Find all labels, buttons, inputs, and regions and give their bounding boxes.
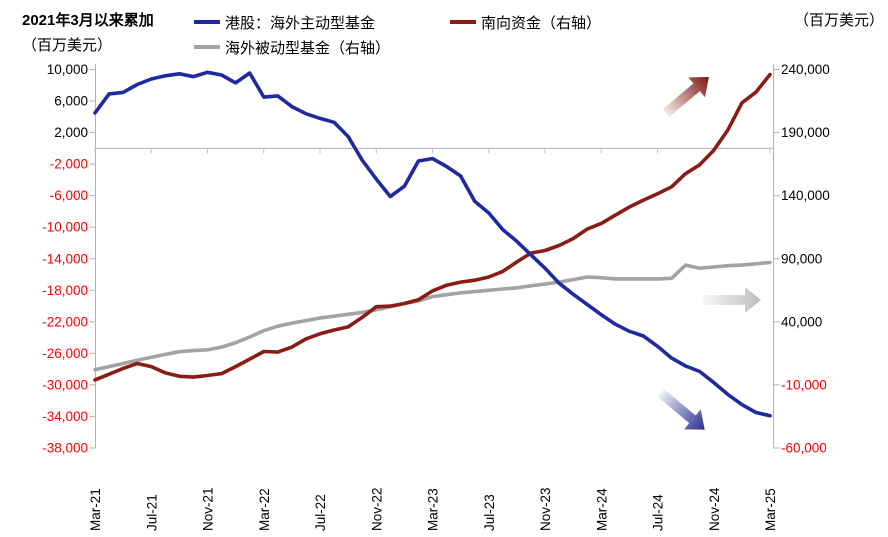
left-axis-tick-label: -6,000 [50,188,88,203]
legend-label-overseas-passive: 海外被动型基金（右轴） [225,39,391,57]
legend-swatch-southbound [450,20,476,24]
x-axis-tick-label: Mar-23 [426,488,441,531]
left-axis-tick-label: -38,000 [42,441,88,456]
left-axis-tick-label: 6,000 [54,94,88,109]
x-axis-tick-label: Mar-22 [257,488,272,531]
left-axis-tick-label: -30,000 [42,377,88,392]
legend-label-southbound: 南向资金（右轴） [481,14,602,32]
x-axis-tick-label: Mar-24 [594,488,609,531]
right-axis-tick-label: -10,000 [781,377,827,392]
legend-item-overseas-active: 港股：海外主动型基金 [194,13,376,32]
chart-title: 2021年3月以来累加 [22,12,154,29]
x-axis-tick-label: Jul-21 [144,494,159,531]
x-axis-tick-label: Mar-25 [763,488,778,531]
x-axis-tick-label: Jul-23 [482,494,497,531]
left-axis-tick-label: -18,000 [42,283,88,298]
legend-swatch-overseas-active [194,20,220,24]
legend-item-southbound: 南向资金（右轴） [450,13,602,32]
left-axis-tick-label: 10,000 [47,62,88,77]
chart-generated-content: Mar-21 Jul-21 Nov-21 Mar-22 Jul-22 Nov-22 Mar-… [42,62,830,531]
legend-item-overseas-passive: 海外被动型基金（右轴） [194,38,391,57]
left-axis-tick-label: -22,000 [42,314,88,329]
series-line-overseas-active [93,70,772,418]
legend-swatch-overseas-passive [194,45,220,49]
x-axis-tick-label: Nov-22 [369,487,384,531]
x-axis-tick-label: Mar-21 [88,488,103,531]
right-axis-tick-label: 140,000 [781,188,830,203]
right-axis-tick-label: 90,000 [781,251,822,266]
x-axis-tick-label: Nov-23 [538,487,553,531]
chart-title-unit: （百万美元） [22,37,113,54]
left-axis-tick-label: -2,000 [50,157,88,172]
left-axis-tick-label: -34,000 [42,409,88,424]
x-axis-tick-label: Nov-21 [201,487,216,531]
x-axis-tick-label: Jul-22 [313,494,328,531]
right-axis-tick-label: 240,000 [781,62,830,77]
left-axis-tick-label: -26,000 [42,346,88,361]
left-axis-tick-label: -14,000 [42,251,88,266]
southbound-up-arrow [662,77,709,117]
series-line-southbound [93,72,772,382]
active-down-arrow [657,389,705,430]
x-axis-tick-label: Nov-24 [707,487,722,531]
x-axis-tick-label: Jul-24 [651,494,666,531]
series-line-overseas-passive [93,260,772,372]
right-axis-tick-label: -60,000 [781,441,827,456]
right-axis-tick-label: 190,000 [781,125,830,140]
left-axis-tick-label: -10,000 [42,220,88,235]
left-axis-tick-label: 2,000 [54,125,88,140]
passive-flat-arrow [703,287,761,313]
legend-label-overseas-active: 港股：海外主动型基金 [225,14,376,32]
right-axis-tick-label: 40,000 [781,314,822,329]
right-axis-unit-label: （百万美元） [793,12,884,29]
